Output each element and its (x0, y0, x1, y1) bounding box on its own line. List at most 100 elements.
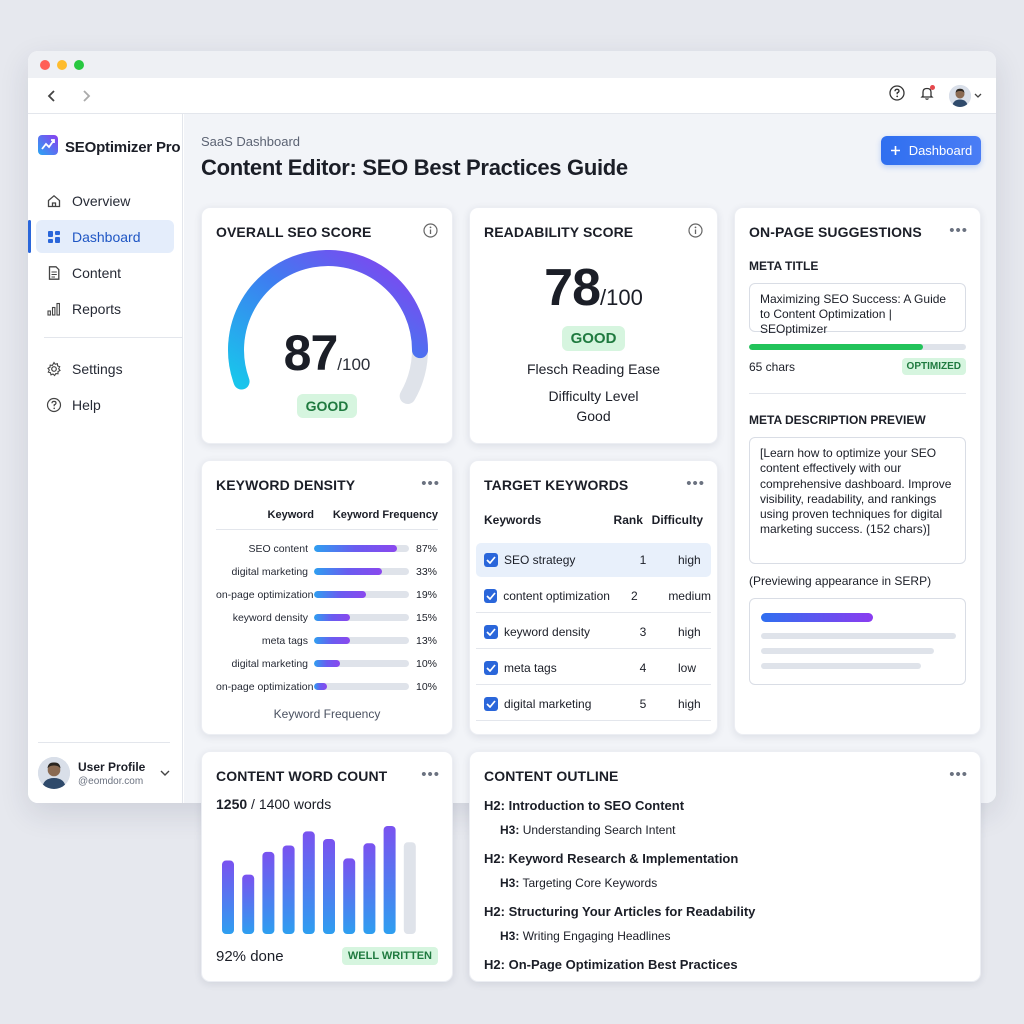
notification-badge (930, 85, 935, 90)
serp-preview (749, 598, 966, 685)
target-keywords-card: TARGET KEYWORDS ••• Keywords Rank Diffic… (469, 460, 718, 735)
outline-h2-item[interactable]: H2: Structuring Your Articles for Readab… (484, 904, 755, 919)
dashboard-button-label: Dashboard (908, 143, 973, 158)
card-title: READABILITY SCORE (484, 224, 634, 240)
card-title: TARGET KEYWORDS (484, 477, 629, 493)
seo-score-readout: 87/100 (202, 324, 452, 382)
checkbox[interactable] (484, 624, 498, 639)
sidebar-item-settings[interactable]: Settings (36, 352, 174, 385)
divider (749, 393, 966, 394)
more-options-icon[interactable]: ••• (686, 475, 705, 492)
sidebar-item-overview[interactable]: Overview (36, 184, 174, 217)
on-page-suggestions-card: ON-PAGE SUGGESTIONS ••• META TITLE Maxim… (734, 207, 981, 735)
more-options-icon[interactable]: ••• (949, 222, 968, 239)
table-row[interactable]: digital marketing 5 high (476, 687, 711, 721)
info-icon[interactable] (423, 223, 438, 243)
card-title: KEYWORD DENSITY (216, 477, 356, 493)
word-count-bar (262, 851, 275, 934)
table-row[interactable]: SEO strategy 1 high (476, 543, 711, 577)
chevron-left-icon (47, 89, 55, 102)
user-profile[interactable]: User Profile @eomdor.com (38, 742, 170, 789)
sidebar-item-label: Dashboard (72, 228, 141, 245)
seo-score-value: 87 (283, 325, 339, 381)
sidebar-item-reports[interactable]: Reports (36, 292, 174, 325)
sidebar-item-label: Content (72, 264, 122, 281)
maximize-window-dot[interactable] (74, 59, 84, 70)
more-options-icon[interactable]: ••• (949, 766, 968, 783)
chevron-down-icon[interactable] (160, 770, 170, 777)
outline-h3-item[interactable]: H3: Understanding Search Intent (500, 823, 675, 837)
close-window-dot[interactable] (40, 59, 50, 70)
breadcrumb[interactable]: SaaS Dashboard (201, 134, 301, 149)
card-title: ON-PAGE SUGGESTIONS (749, 224, 922, 240)
keyword-rank: 5 (639, 696, 647, 711)
outline-level: H2: (484, 904, 505, 919)
word-count-readout: 1250 / 1400 words (216, 796, 331, 812)
outline-h3-item[interactable]: H3: Targeting Core Keywords (500, 876, 657, 890)
avatar (949, 84, 971, 107)
meta-title-field[interactable]: Maximizing SEO Success: A Guide to Conte… (749, 283, 966, 336)
forward-button[interactable] (76, 86, 96, 106)
outline-text: Keyword Research & Implementation (508, 851, 739, 866)
word-count-bar (403, 842, 416, 934)
outline-h2-item[interactable]: H2: On-Page Optimization Best Practices (484, 957, 738, 972)
meta-title-progress-fill (749, 344, 923, 350)
outline-h2-item[interactable]: H2: Introduction to SEO Content (484, 798, 684, 813)
notification-bell-icon[interactable] (919, 85, 935, 106)
frequency-bar-fill (314, 591, 367, 598)
keyword-term: keyword density (232, 611, 308, 624)
meta-desc-preview[interactable]: [Learn how to optimize your SEO content … (749, 437, 966, 564)
frequency-bar-fill (314, 683, 328, 690)
checkmark-icon (486, 627, 496, 636)
more-options-icon[interactable]: ••• (421, 475, 440, 492)
outline-text: On-Page Optimization Best Practices (508, 957, 738, 972)
checkbox[interactable] (484, 696, 498, 711)
table-row[interactable]: keyword density 3 high (476, 615, 711, 649)
frequency-bar (314, 591, 409, 598)
sidebar-divider (44, 337, 182, 338)
word-count-bar (242, 874, 255, 934)
dashboard-button[interactable]: Dashboard (881, 136, 981, 165)
keyword-difficulty: high (678, 553, 701, 567)
table-row: SEO content 87% (216, 537, 438, 560)
readability-metric: Flesch Reading Ease (526, 361, 661, 377)
sidebar-item-content[interactable]: Content (36, 256, 174, 289)
serp-line (761, 663, 921, 669)
serp-note: (Previewing appearance in SERP) (749, 574, 932, 588)
word-count-current: 1250 (216, 796, 248, 812)
keyword-term: on-page optimization (216, 588, 314, 601)
column-header-difficulty: Difficulty (651, 513, 703, 527)
checkbox[interactable] (484, 660, 498, 675)
word-count-bar (343, 858, 356, 934)
table-row[interactable]: meta tags 4 low (476, 651, 711, 685)
brand[interactable]: SEOptimizer Pro (28, 114, 182, 160)
frequency-bar-fill (314, 637, 351, 644)
sidebar-item-label: Help (72, 396, 101, 413)
meta-title-progress (749, 344, 966, 350)
readability-readout: 78/100 (470, 258, 717, 318)
word-count-bar (323, 838, 335, 934)
serp-title-line (761, 613, 873, 622)
outline-h2-item[interactable]: H2: Keyword Research & Implementation (484, 851, 738, 866)
seo-score-max: /100 (337, 355, 371, 374)
keyword-term: SEO content (248, 542, 308, 555)
frequency-percent: 13% (415, 634, 437, 647)
sidebar-item-help[interactable]: Help (36, 388, 174, 421)
table-row[interactable]: content optimization 2 medium (476, 579, 711, 613)
info-icon[interactable] (688, 223, 703, 243)
checkbox[interactable] (484, 553, 498, 567)
help-icon[interactable] (889, 85, 905, 106)
back-button[interactable] (42, 86, 62, 106)
keyword-term: digital marketing (231, 657, 308, 670)
sidebar-item-dashboard[interactable]: Dashboard (28, 220, 174, 253)
account-menu[interactable] (949, 84, 982, 107)
chevron-right-icon (83, 89, 91, 102)
outline-text: Introduction to SEO Content (508, 798, 685, 813)
minimize-window-dot[interactable] (57, 59, 67, 70)
outline-h3-item[interactable]: H3: Writing Engaging Headlines (500, 929, 671, 943)
keyword-name: SEO strategy (504, 553, 576, 567)
more-options-icon[interactable]: ••• (421, 766, 440, 783)
checkbox[interactable] (484, 588, 498, 603)
frequency-percent: 19% (415, 588, 437, 601)
keyword-difficulty: medium (668, 588, 711, 603)
